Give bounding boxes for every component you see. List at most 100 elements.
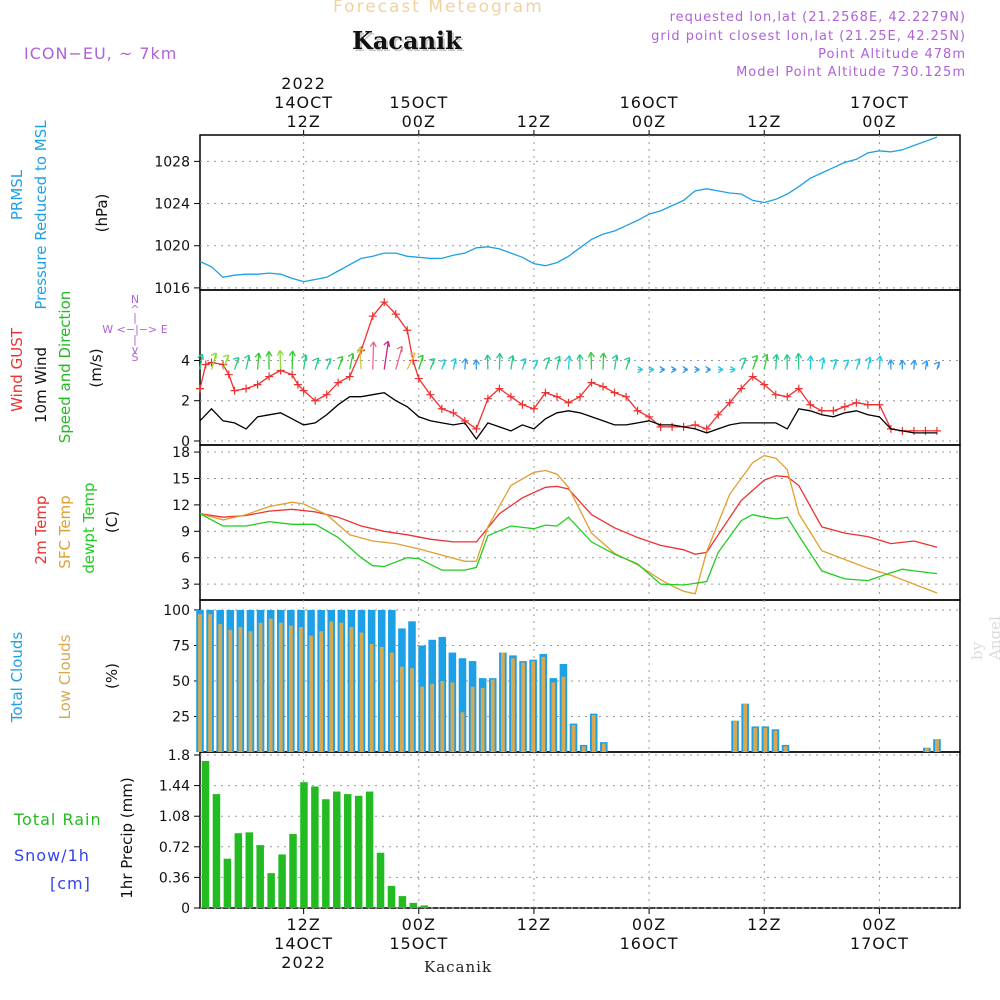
wind-unit-label: (m/s) bbox=[87, 348, 105, 387]
low-cloud-bar bbox=[369, 644, 374, 752]
rain-bar bbox=[300, 782, 308, 908]
wind-direction-arrow bbox=[587, 351, 595, 370]
low-cloud-bar bbox=[339, 622, 344, 752]
gust-marker bbox=[921, 426, 930, 435]
wind-axis-title: 10m Wind bbox=[32, 347, 50, 423]
low-cloud-bar bbox=[743, 703, 748, 752]
low-cloud-bar bbox=[561, 676, 566, 752]
wind-direction-arrow bbox=[806, 355, 814, 370]
rain-bar bbox=[201, 760, 210, 908]
wind-direction-arrow bbox=[288, 350, 296, 370]
wind-direction-arrow bbox=[670, 365, 677, 374]
total-cloud-axis-title: Total Clouds bbox=[8, 632, 26, 724]
wind-direction-arrow bbox=[531, 359, 539, 370]
y-tick-label: 0 bbox=[181, 434, 190, 450]
gust-marker bbox=[852, 398, 861, 407]
bottom-time-label: 16OCT bbox=[620, 934, 679, 953]
rain-bar bbox=[354, 795, 363, 908]
wind-direction-arrow bbox=[887, 359, 895, 370]
rain-bar bbox=[278, 854, 286, 908]
gust-marker bbox=[368, 312, 377, 321]
low-cloud-bar bbox=[278, 622, 283, 752]
gust-marker bbox=[829, 406, 838, 415]
compass-label: N bbox=[131, 293, 139, 306]
wind-direction-arrow bbox=[729, 365, 736, 374]
low-cloud-bar bbox=[329, 621, 334, 752]
low-cloud-bar bbox=[571, 725, 576, 752]
gust-marker bbox=[230, 386, 239, 395]
wind-direction-arrow bbox=[347, 352, 355, 370]
wind-direction-arrow bbox=[197, 353, 204, 370]
top-time-label: 17OCT bbox=[850, 93, 909, 112]
pressure-axis-title: PRMSL bbox=[8, 169, 26, 220]
gust-marker bbox=[794, 384, 803, 393]
gust-marker bbox=[564, 398, 573, 407]
wind-direction-arrow bbox=[265, 350, 273, 370]
pressure-axis-subtitle: Pressure Reduced to MSL bbox=[32, 120, 50, 310]
footer-station: Kacanik bbox=[424, 958, 493, 976]
low-cloud-bar bbox=[924, 747, 929, 752]
gust-marker bbox=[288, 370, 297, 379]
compass-label: v bbox=[132, 343, 139, 356]
low-cloud-bar bbox=[228, 629, 233, 752]
gust-marker bbox=[311, 396, 320, 405]
top-time-label: 14OCT bbox=[274, 93, 333, 112]
gust-marker bbox=[506, 392, 515, 401]
gust-marker bbox=[909, 426, 918, 435]
wind-direction-arrow bbox=[484, 354, 492, 370]
y-tick-label: 100 bbox=[163, 603, 190, 619]
y-tick-label: 1.8 bbox=[168, 748, 190, 764]
low-cloud-bar bbox=[773, 730, 778, 752]
low-cloud-bar bbox=[521, 662, 525, 752]
wind-direction-arrow bbox=[461, 358, 469, 370]
low-cloud-bar bbox=[258, 622, 263, 752]
low-cloud-bar bbox=[248, 631, 253, 752]
top-time-label: 2022 bbox=[281, 74, 326, 93]
y-tick-label: 18 bbox=[172, 445, 190, 461]
wind-direction-arrow bbox=[772, 353, 780, 370]
wind-direction-arrow bbox=[740, 357, 747, 370]
wind-direction-arrow bbox=[276, 349, 284, 370]
precip-axis-title: 1hr Precip (mm) bbox=[118, 777, 136, 898]
wind-direction-arrow bbox=[543, 357, 551, 370]
rain-bar bbox=[387, 885, 396, 908]
low-cloud-bar bbox=[490, 679, 495, 752]
y-tick-label: 1028 bbox=[154, 154, 190, 170]
point-altitude: Point Altitude 478m bbox=[818, 47, 966, 62]
y-tick-label: 25 bbox=[172, 709, 190, 725]
wind-direction-arrow bbox=[682, 365, 689, 374]
low-cloud-bar bbox=[591, 715, 596, 752]
low-cloud-bar bbox=[763, 727, 768, 752]
gust-marker bbox=[437, 404, 446, 413]
wind-direction-arrow bbox=[336, 355, 344, 370]
low-cloud-bar bbox=[410, 668, 414, 752]
bottom-time-label: 12Z bbox=[747, 915, 781, 934]
y-tick-label: 4 bbox=[181, 353, 190, 369]
temp-unit-label: (C) bbox=[103, 511, 121, 533]
rain-bar bbox=[365, 791, 374, 908]
y-tick-label: 0.36 bbox=[159, 870, 190, 886]
low-cloud-bar bbox=[581, 746, 586, 752]
gust-marker bbox=[483, 394, 492, 403]
wind-direction-arrow bbox=[865, 356, 872, 370]
gust-marker bbox=[518, 400, 527, 409]
wind-direction-arrow bbox=[624, 356, 631, 370]
wind-direction-arrow bbox=[369, 341, 377, 370]
wind-direction-arrow bbox=[356, 347, 364, 370]
gust-marker bbox=[576, 392, 584, 401]
location-title: Kacanik bbox=[352, 26, 462, 55]
gust-marker bbox=[449, 408, 458, 417]
low-cloud-bar bbox=[208, 614, 212, 752]
rain-bar bbox=[223, 858, 232, 908]
wind-direction-arrow bbox=[325, 357, 332, 370]
wind-direction-arrow bbox=[243, 354, 251, 370]
low-cloud-bar bbox=[783, 746, 788, 752]
gust-marker bbox=[345, 372, 354, 381]
gust-marker bbox=[587, 378, 596, 387]
gust-marker bbox=[645, 412, 654, 421]
gust-axis-title: Wind GUST bbox=[8, 327, 26, 412]
low-cloud-bar bbox=[440, 680, 445, 752]
bottom-time-label: 15OCT bbox=[389, 934, 448, 953]
gust-marker bbox=[334, 378, 343, 387]
low-cloud-bar bbox=[753, 727, 758, 752]
